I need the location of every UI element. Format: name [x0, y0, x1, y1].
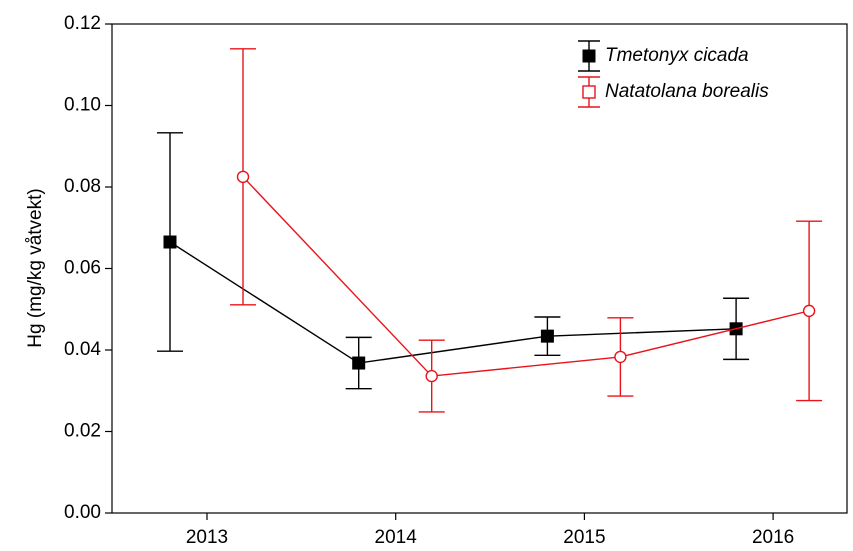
series-line — [169, 241, 737, 364]
y-axis-label: Hg (mg/kg våtvekt) — [25, 188, 46, 347]
legend-marker — [582, 85, 596, 99]
y-tick-label: 0.12 — [64, 13, 101, 34]
y-tick-label: 0.10 — [64, 95, 101, 116]
legend-label: Natatolana borealis — [605, 81, 769, 102]
data-point — [802, 304, 816, 318]
x-tick-label: 2015 — [563, 527, 605, 548]
x-tick-label: 2014 — [375, 527, 418, 548]
y-tick-label: 0.02 — [64, 421, 101, 442]
series-line — [242, 176, 810, 377]
data-point — [163, 235, 177, 249]
data-point — [352, 356, 366, 370]
legend-marker — [582, 49, 596, 63]
x-tick-label: 2013 — [186, 527, 228, 548]
y-tick-label: 0.00 — [64, 502, 101, 523]
data-point — [614, 350, 627, 364]
data-point — [236, 170, 250, 184]
y-tick-label: 0.04 — [64, 339, 101, 360]
data-point — [540, 329, 554, 343]
data-point — [425, 369, 438, 383]
y-tick-label: 0.08 — [64, 176, 101, 197]
y-tick-label: 0.06 — [64, 258, 101, 279]
x-tick-label: 2016 — [752, 527, 794, 548]
legend-label: Tmetonyx cicada — [605, 45, 749, 66]
